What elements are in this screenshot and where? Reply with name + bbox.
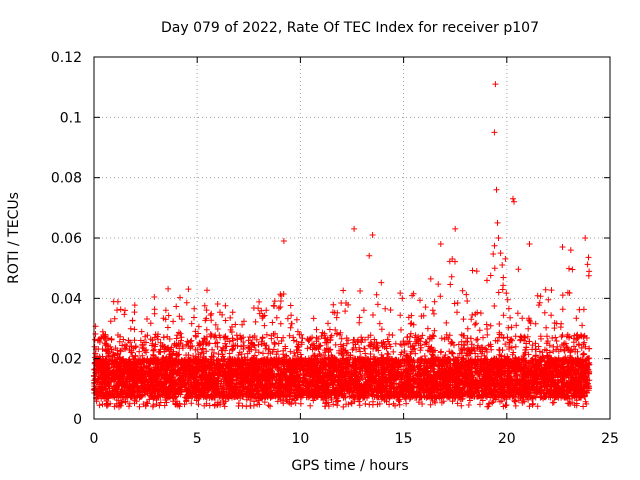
roti-points — [91, 81, 593, 410]
y-tick-label: 0.04 — [51, 291, 82, 307]
y-tick-label: 0.06 — [51, 231, 82, 247]
axis-ticks: 0 5 10 15 20 25 0 0.02 0.04 0.06 0.08 0.1 0.12 — [51, 50, 619, 447]
y-tick-label: 0 — [73, 412, 82, 428]
x-tick-label: 5 — [193, 431, 202, 447]
y-tick-label: 0.12 — [51, 50, 82, 66]
x-tick-label: 20 — [498, 431, 516, 447]
x-axis-title: GPS time / hours — [291, 458, 408, 474]
y-tick-label: 0.02 — [51, 352, 82, 368]
grid-lines — [94, 57, 610, 419]
chart-title: Day 079 of 2022, Rate Of TEC Index for r… — [161, 20, 539, 36]
y-tick-label: 0.1 — [60, 110, 82, 126]
x-tick-label: 25 — [601, 431, 619, 447]
y-tick-label: 0.08 — [51, 171, 82, 187]
x-tick-label: 15 — [395, 431, 413, 447]
x-tick-label: 10 — [291, 431, 309, 447]
data-points — [91, 81, 593, 410]
x-tick-label: 0 — [90, 431, 99, 447]
y-axis-title: ROTI / TECUs — [6, 192, 22, 284]
